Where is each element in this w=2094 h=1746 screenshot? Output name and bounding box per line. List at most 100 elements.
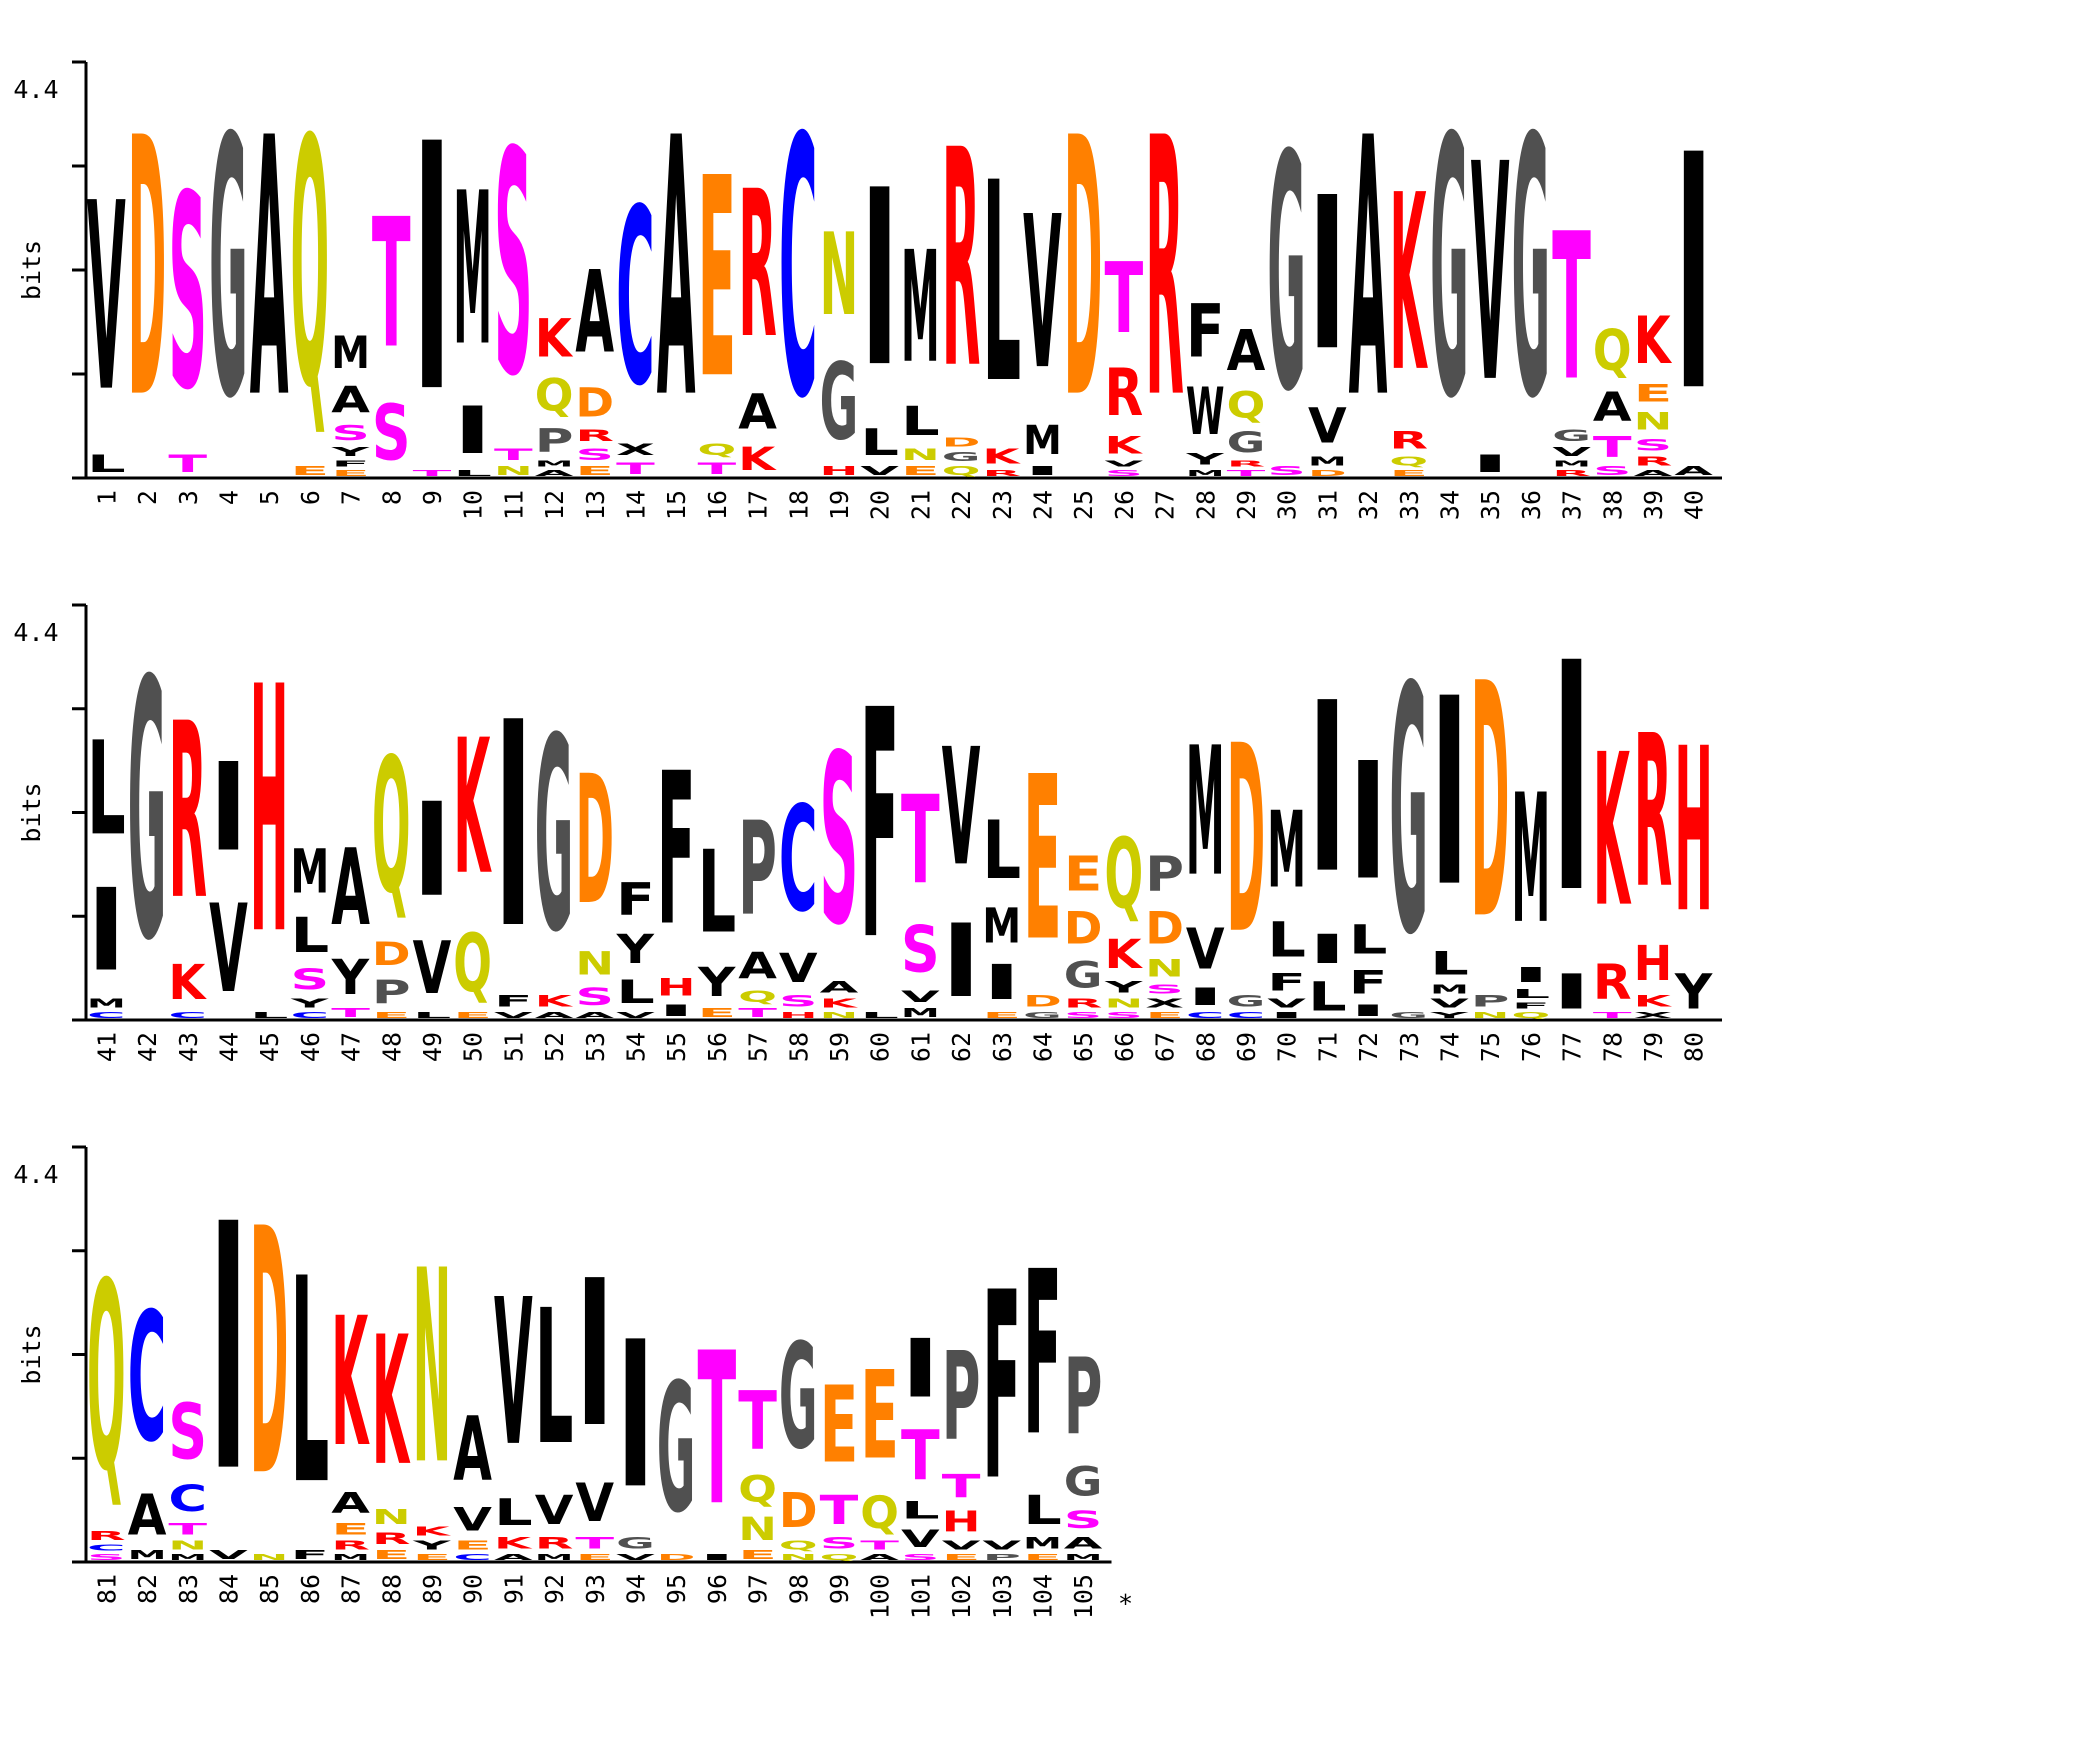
- residue-q: Q: [453, 917, 492, 1011]
- residue-d: D: [1471, 616, 1510, 991]
- residue-k: K: [982, 445, 1021, 469]
- residue-m: M: [901, 1006, 940, 1020]
- residue-v: V: [901, 987, 940, 1006]
- residue-g: G: [1512, 63, 1551, 477]
- residue-g: G: [1389, 1011, 1428, 1020]
- residue-c: C: [168, 1477, 207, 1519]
- residue-a: A: [1674, 464, 1713, 478]
- residue-m: M: [535, 1553, 574, 1562]
- residue-i: I: [1308, 153, 1347, 398]
- residue-a: A: [1634, 469, 1673, 478]
- residue-i: I: [413, 73, 452, 468]
- residue-l: L: [860, 422, 899, 464]
- position-label: 84: [214, 1574, 243, 1604]
- residue-f: F: [616, 874, 655, 925]
- position-label: 39: [1639, 490, 1668, 520]
- residue-x: X: [616, 440, 655, 459]
- residue-h: H: [942, 1506, 981, 1539]
- residue-r: R: [1634, 454, 1673, 468]
- residue-y: Y: [1104, 978, 1144, 997]
- residue-m: M: [1064, 1553, 1103, 1562]
- position-label: 52: [540, 1032, 569, 1062]
- residue-n: N: [820, 1011, 859, 1020]
- position-label: 23: [988, 490, 1017, 520]
- position-label: 67: [1151, 1032, 1180, 1062]
- residue-g: G: [1227, 427, 1266, 460]
- position-label: 40: [1680, 490, 1709, 520]
- residue-r: R: [87, 1529, 126, 1543]
- residue-c: C: [168, 1011, 207, 1020]
- position-label: 63: [988, 1032, 1017, 1062]
- position-label: 91: [499, 1574, 528, 1604]
- position-label: 103: [988, 1574, 1017, 1619]
- residue-t: T: [942, 1468, 981, 1506]
- residue-q: Q: [372, 719, 411, 935]
- residue-s: S: [575, 982, 614, 1010]
- residue-q: Q: [1512, 1011, 1551, 1020]
- residue-i: I: [1674, 86, 1713, 463]
- residue-l: L: [413, 1011, 452, 1020]
- residue-e: E: [1023, 1552, 1062, 1562]
- position-label: 54: [621, 1032, 650, 1062]
- position-label: 105: [1069, 1574, 1098, 1619]
- residue-y: Y: [1674, 964, 1713, 1020]
- residue-c: C: [453, 1553, 492, 1562]
- residue-a: A: [1064, 1534, 1103, 1553]
- residue-g: G: [1552, 426, 1591, 445]
- residue-v: V: [413, 926, 452, 1011]
- residue-i: I: [1552, 598, 1591, 963]
- position-label: 96: [703, 1574, 732, 1604]
- residue-f: F: [331, 459, 370, 469]
- y-axis-title: bits: [17, 1324, 46, 1384]
- position-label: 10: [459, 490, 488, 520]
- residue-q: Q: [820, 1553, 859, 1562]
- position-label: 36: [1517, 490, 1546, 520]
- residue-l: L: [535, 1270, 574, 1486]
- residue-e: E: [1064, 846, 1103, 902]
- residue-t: T: [698, 1308, 737, 1552]
- position-label: 20: [866, 490, 895, 520]
- residue-r: R: [1145, 62, 1184, 476]
- position-label: 11: [499, 490, 528, 520]
- residue-t: T: [168, 451, 207, 479]
- residue-q: Q: [779, 1538, 818, 1552]
- position-label: 70: [1273, 1032, 1302, 1062]
- residue-y: Y: [330, 445, 370, 459]
- residue-k: K: [331, 1279, 370, 1487]
- residue-l: L: [291, 1220, 330, 1548]
- residue-t: T: [1105, 241, 1144, 355]
- residue-t: T: [860, 1538, 899, 1552]
- position-label: 66: [1110, 1032, 1139, 1062]
- position-label: 71: [1313, 1032, 1342, 1062]
- position-label: 90: [459, 1574, 488, 1604]
- residue-t: T: [1593, 431, 1632, 464]
- residue-c: C: [87, 1543, 126, 1552]
- residue-n: N: [575, 945, 614, 982]
- residue-t: T: [1227, 468, 1266, 478]
- residue-r: R: [331, 1538, 370, 1552]
- residue-a: A: [738, 945, 777, 987]
- residue-f: F: [291, 1548, 330, 1562]
- residue-v: V: [1308, 397, 1347, 454]
- position-label: 82: [133, 1574, 162, 1604]
- ymax-label: 4.4: [13, 75, 58, 104]
- residue-v: V: [575, 1473, 614, 1534]
- residue-d: D: [372, 936, 411, 973]
- residue-a: A: [331, 379, 370, 421]
- position-label: 53: [581, 1032, 610, 1062]
- position-label: 45: [255, 1032, 284, 1062]
- residue-v: V: [860, 464, 899, 478]
- residue-v: V: [494, 1011, 533, 1020]
- residue-e: E: [1634, 380, 1673, 408]
- position-label: 3: [174, 490, 203, 505]
- residue-m: M: [1186, 711, 1225, 917]
- residue-y: Y: [331, 950, 370, 1006]
- residue-m: M: [982, 898, 1021, 954]
- residue-d: D: [1308, 469, 1347, 478]
- position-label: 35: [1476, 490, 1505, 520]
- residue-e: E: [1023, 728, 1062, 991]
- residue-x: X: [1634, 1011, 1673, 1020]
- residue-e: E: [698, 1006, 737, 1020]
- residue-r: R: [1227, 459, 1266, 468]
- residue-i: I: [494, 664, 533, 992]
